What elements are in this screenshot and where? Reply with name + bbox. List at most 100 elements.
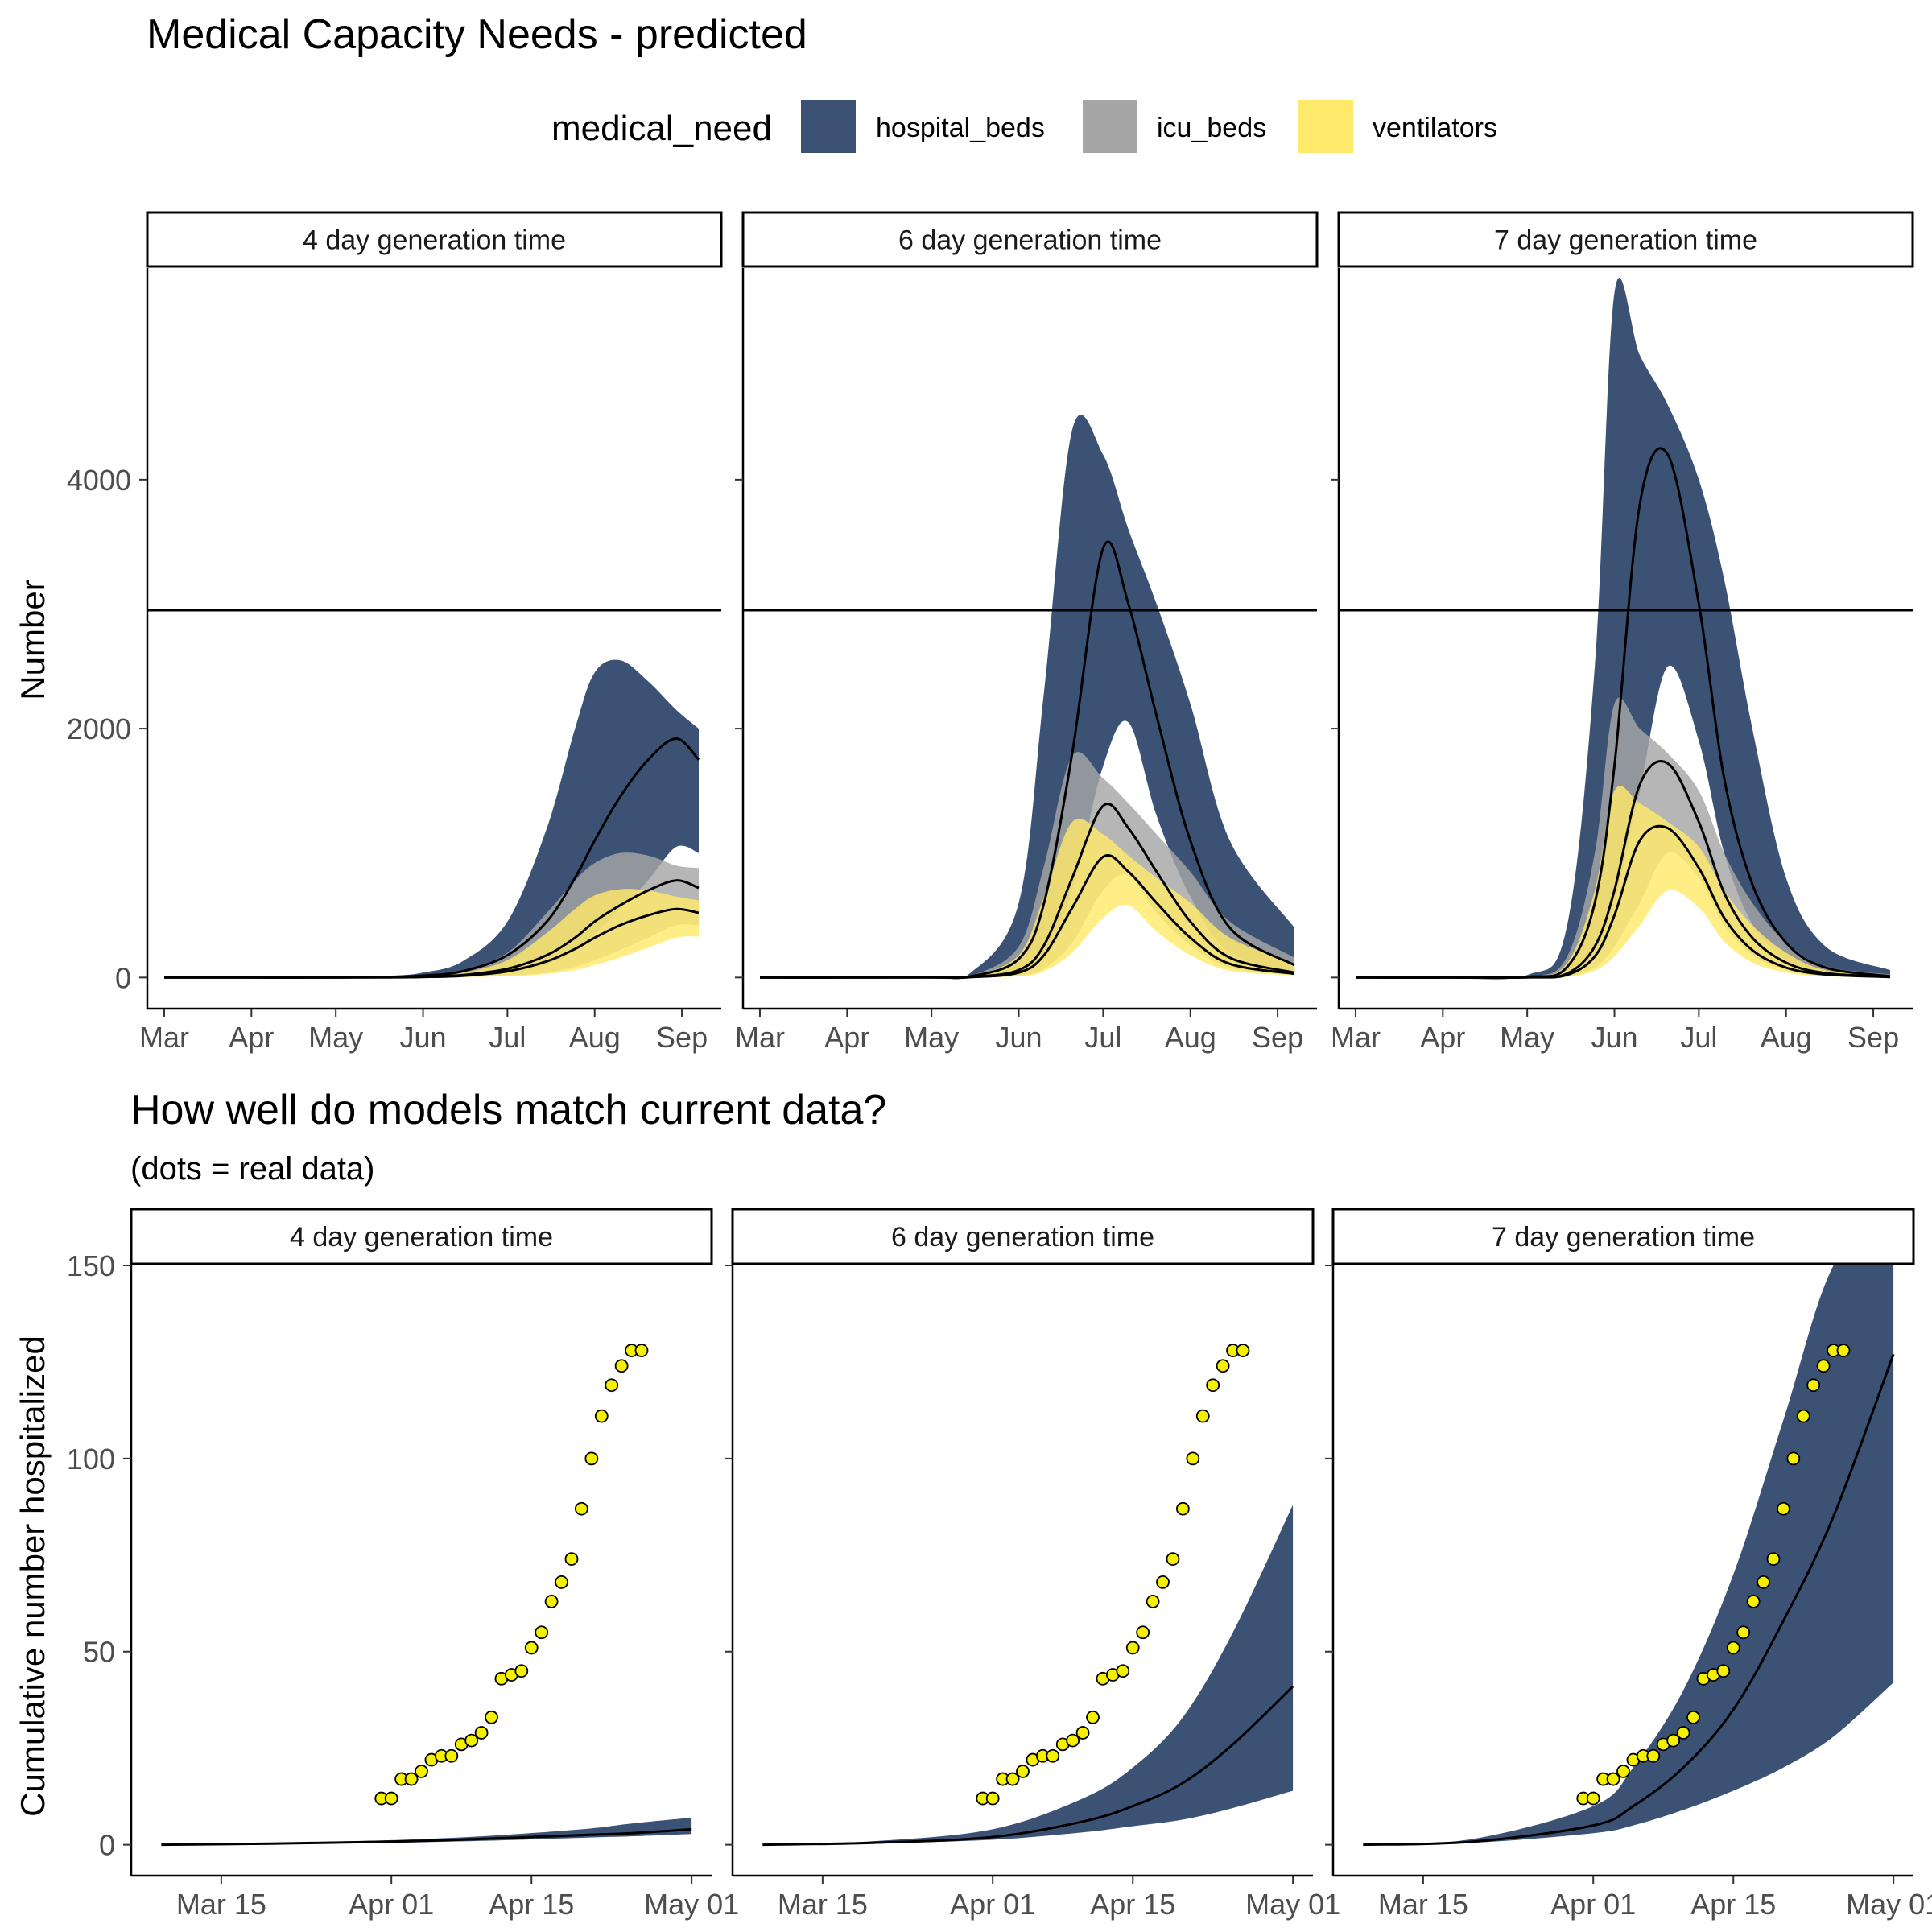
strip-4-day-generation-time: [130, 1208, 713, 1265]
y-tick-label: 150: [67, 1249, 115, 1282]
observed-point: [1806, 1378, 1821, 1393]
observed-point: [1616, 1765, 1630, 1778]
observed-point: [594, 1409, 609, 1423]
x-tick-label: Apr 15: [489, 1888, 574, 1921]
legend-label-icu-beds: icu_beds: [1157, 113, 1266, 143]
observed-point: [1606, 1772, 1620, 1786]
plot-area: [1363, 1265, 1895, 1847]
legend: medical_need hospital_beds icu_beds vent…: [551, 100, 1497, 153]
x-tick-label: May: [308, 1021, 363, 1054]
x-tick-label: Apr: [229, 1021, 274, 1054]
strip-6-day-generation-time: [741, 211, 1319, 268]
x-tick-label: May 01: [1846, 1888, 1932, 1921]
plot-area: [163, 659, 700, 979]
observed-point: [1746, 1594, 1761, 1608]
observed-point: [574, 1501, 588, 1516]
x-tick-label: Apr 01: [349, 1888, 434, 1921]
x-tick-label: May 01: [1245, 1888, 1340, 1921]
match-panel-3: 7 day generation time Mar 15 Apr 01 Apr 15 M…: [1325, 1208, 1932, 1921]
x-tick-label: Jun: [1591, 1021, 1637, 1054]
x-tick-label: Mar: [1331, 1021, 1381, 1054]
observed-point: [1216, 1359, 1230, 1373]
observed-point: [1066, 1733, 1080, 1748]
observed-point: [1766, 1552, 1781, 1567]
observed-point: [1195, 1409, 1210, 1423]
observed-point: [614, 1359, 629, 1373]
observed-point: [464, 1733, 479, 1748]
x-tick-label: Apr 01: [950, 1888, 1035, 1921]
x-tick-label: Apr 01: [1550, 1888, 1636, 1921]
x-tick-label: May: [904, 1021, 959, 1054]
observed-point: [1175, 1501, 1190, 1516]
observed-point: [384, 1791, 398, 1806]
strip-label: 6 day generation time: [891, 1222, 1154, 1253]
x-tick-label: Aug: [569, 1021, 621, 1054]
observed-point: [1125, 1641, 1140, 1655]
observed-point: [1686, 1710, 1700, 1724]
chart-title-capacity: Medical Capacity Needs - predicted: [147, 11, 807, 58]
plot-area: [759, 415, 1295, 980]
observed-point: [474, 1726, 489, 1740]
plot-area: [161, 1818, 692, 1847]
observed-point: [514, 1664, 529, 1678]
capacity-panel-2: 6 day generation time Mar Apr May Jun Jul Aug S…: [735, 211, 1319, 1054]
x-tick-label: Sep: [1847, 1021, 1899, 1054]
observed-point: [544, 1594, 559, 1608]
observed-point: [415, 1765, 428, 1778]
legend-key-hospital-beds: [801, 100, 856, 153]
observed-point: [1796, 1409, 1810, 1423]
x-tick-label: Jun: [995, 1021, 1042, 1054]
strip-label: 7 day generation time: [1494, 225, 1757, 256]
median-line-ventilators: [759, 854, 1295, 979]
observed-point: [1186, 1451, 1200, 1466]
observed-point: [634, 1344, 649, 1357]
x-tick-label: May 01: [644, 1888, 739, 1921]
observed-point: [1716, 1664, 1731, 1678]
ribbon-hospital-beds: [762, 1505, 1294, 1845]
observed-point: [1046, 1748, 1060, 1763]
ribbon-hospital-beds: [760, 415, 1294, 980]
median-line-ventilators: [163, 907, 700, 979]
median-line-hospital-beds: [1363, 1353, 1895, 1847]
observed-point: [584, 1451, 599, 1466]
median-line-hospital-beds: [161, 1827, 692, 1847]
match-panel-2: 6 day generation time Mar 15 Apr 01 Apr 15 M…: [724, 1208, 1340, 1921]
plot-area: [1355, 277, 1891, 980]
observed-point: [1116, 1664, 1130, 1678]
observed-point: [985, 1791, 1000, 1806]
strip-label: 4 day generation time: [290, 1222, 553, 1253]
x-tick-label: Apr 15: [1690, 1888, 1776, 1921]
observed-point: [535, 1625, 549, 1640]
median-line-ventilators: [1355, 824, 1891, 979]
observed-point: [524, 1641, 539, 1655]
legend-label-hospital-beds: hospital_beds: [876, 113, 1045, 143]
observed-point: [1075, 1726, 1090, 1740]
x-tick-label: Apr: [1420, 1021, 1465, 1054]
x-tick-label: Mar: [735, 1021, 785, 1054]
y-tick-label: 4000: [67, 464, 131, 497]
observed-point: [1016, 1765, 1030, 1778]
observed-point: [444, 1748, 459, 1763]
x-tick-label: Mar 15: [176, 1888, 266, 1921]
ribbon-hospital-beds: [1356, 277, 1890, 980]
match-panel-1: 4 day generation time Mar 15 Apr 01 Apr 15 M…: [67, 1208, 739, 1921]
y-tick-label: 0: [115, 961, 131, 994]
ribbon-ventilators: [164, 889, 699, 978]
x-tick-label: Mar 15: [1378, 1888, 1468, 1921]
observed-point: [1726, 1641, 1740, 1655]
ribbon-ventilators: [1356, 786, 1890, 979]
y-tick-label: 100: [67, 1443, 115, 1476]
strip-label: 6 day generation time: [898, 225, 1162, 256]
observed-point: [1166, 1552, 1180, 1567]
x-tick-label: Apr: [824, 1021, 869, 1054]
observed-point: [1005, 1772, 1020, 1786]
strip-7-day-generation-time: [1331, 1208, 1915, 1265]
observed-point: [1206, 1378, 1220, 1393]
observed-point: [1646, 1748, 1661, 1763]
y-tick-label: 0: [99, 1829, 115, 1862]
legend-label-ventilators: ventilators: [1373, 113, 1497, 143]
strip-7-day-generation-time: [1337, 211, 1914, 268]
observed-point: [1586, 1791, 1600, 1806]
chart-title-match: How well do models match current data?: [130, 1087, 886, 1133]
